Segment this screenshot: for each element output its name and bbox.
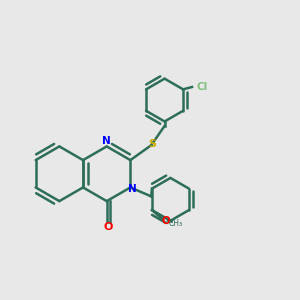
Text: N: N — [128, 184, 137, 194]
Text: O: O — [161, 216, 170, 226]
Text: N: N — [102, 136, 111, 146]
Text: S: S — [149, 140, 157, 149]
Text: O: O — [103, 222, 113, 232]
Text: Cl: Cl — [197, 82, 208, 92]
Text: CH₃: CH₃ — [169, 219, 183, 228]
